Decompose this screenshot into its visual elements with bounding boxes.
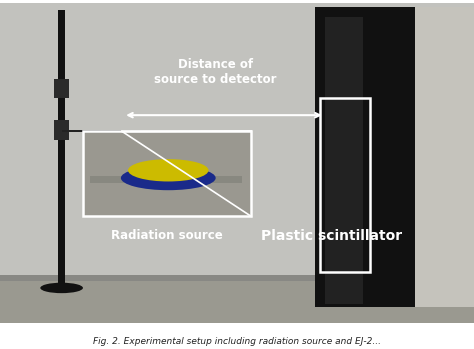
Bar bbox=[54, 120, 69, 140]
Bar bbox=[62, 129, 121, 132]
Bar bbox=[54, 79, 69, 98]
Bar bbox=[320, 98, 370, 272]
Bar bbox=[90, 176, 242, 183]
Bar bbox=[83, 131, 251, 216]
Ellipse shape bbox=[40, 283, 83, 293]
Bar bbox=[0, 275, 474, 281]
Bar bbox=[415, 7, 474, 307]
Text: Fig. 2. Experimental setup including radiation source and EJ-2...: Fig. 2. Experimental setup including rad… bbox=[93, 336, 381, 346]
Bar bbox=[315, 7, 415, 307]
Bar bbox=[0, 277, 474, 323]
Ellipse shape bbox=[128, 159, 209, 181]
Text: Radiation source: Radiation source bbox=[111, 229, 223, 242]
Ellipse shape bbox=[121, 166, 216, 190]
Text: Plastic scintillator: Plastic scintillator bbox=[261, 229, 402, 243]
Bar bbox=[325, 17, 363, 304]
Text: Distance of
source to detector: Distance of source to detector bbox=[155, 58, 277, 86]
Bar bbox=[58, 10, 65, 286]
